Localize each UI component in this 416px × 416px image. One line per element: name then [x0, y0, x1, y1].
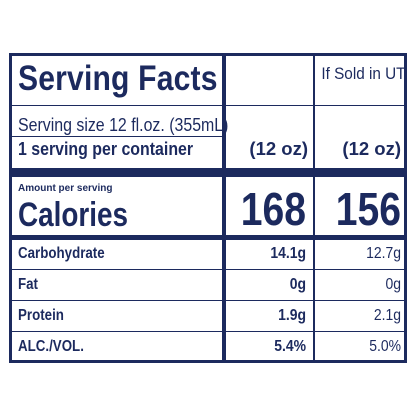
row-label-alc-vol: ALC./VOL. [18, 338, 84, 355]
row-rule [315, 269, 404, 270]
row-value-fat-col2: 0g [385, 276, 401, 293]
row-value-alc-vol-col1: 5.4% [274, 338, 306, 355]
row-value-alc-vol-col2: 5.0% [369, 338, 401, 355]
serving-size: Serving size 12 fl.oz. (355mL) [18, 114, 229, 135]
row-rule [226, 300, 313, 301]
row-rule [226, 269, 313, 270]
container-size-col2: (12 oz) [342, 138, 401, 159]
column-divider-1 [222, 56, 226, 360]
calories-rule-left [12, 235, 222, 240]
row-label-carbohydrate: Carbohydrate [18, 245, 105, 262]
calories-rule-col1 [226, 235, 313, 240]
row-rule [12, 300, 222, 301]
amount-per-serving: Amount per serving [18, 183, 113, 194]
row-label-fat: Fat [18, 276, 38, 293]
panel-title: Serving Facts [18, 59, 218, 98]
thick-rule-col2 [315, 168, 404, 177]
calories-value-col1: 168 [240, 183, 306, 235]
row-rule [226, 331, 313, 332]
calories-label: Calories [18, 196, 129, 234]
column-header-if-sold-in-ut: If Sold in UT [321, 64, 406, 83]
servings-per-container: 1 serving per container [18, 138, 194, 159]
serving-facts-panel: Serving Facts If Sold in UT Serving size… [9, 53, 407, 363]
calories-value-col2: 156 [335, 183, 401, 235]
row-value-protein-col1: 1.9g [278, 307, 306, 324]
row-value-carbohydrate-col2: 12.7g [366, 245, 401, 262]
header-rule-col1 [226, 105, 313, 106]
container-size-col1: (12 oz) [249, 138, 308, 159]
calories-rule-col2 [315, 235, 404, 240]
column-divider-2 [313, 56, 315, 360]
thick-rule-col1 [226, 168, 313, 177]
row-rule [12, 269, 222, 270]
title-rule [12, 105, 222, 106]
row-value-protein-col2: 2.1g [373, 307, 401, 324]
serving-size-rule [12, 136, 222, 137]
row-rule [315, 331, 404, 332]
row-rule [315, 300, 404, 301]
row-rule [12, 331, 222, 332]
row-value-carbohydrate-col1: 14.1g [270, 245, 306, 262]
thick-rule-left [12, 168, 222, 177]
header-rule-col2 [315, 105, 404, 106]
row-value-fat-col1: 0g [289, 276, 306, 293]
row-label-protein: Protein [18, 307, 64, 324]
